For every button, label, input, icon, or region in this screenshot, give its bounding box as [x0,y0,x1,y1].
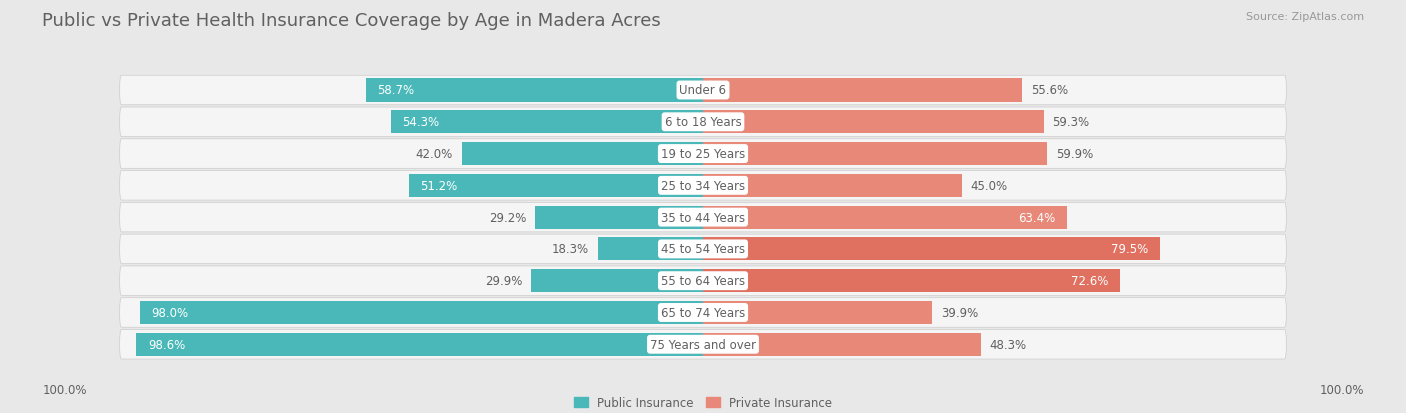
Text: 58.7%: 58.7% [377,84,415,97]
Bar [136,333,703,356]
Bar [703,206,1067,229]
Bar [139,301,703,324]
Text: 55 to 64 Years: 55 to 64 Years [661,275,745,287]
Text: 59.3%: 59.3% [1052,116,1090,129]
Text: 29.2%: 29.2% [489,211,527,224]
Text: 39.9%: 39.9% [941,306,979,319]
Bar [703,142,1047,166]
FancyBboxPatch shape [120,140,1286,169]
Bar [703,111,1043,134]
Bar [391,111,703,134]
FancyBboxPatch shape [120,76,1286,105]
Text: 75 Years and over: 75 Years and over [650,338,756,351]
FancyBboxPatch shape [120,298,1286,328]
FancyBboxPatch shape [120,235,1286,264]
Text: 65 to 74 Years: 65 to 74 Years [661,306,745,319]
Text: 54.3%: 54.3% [402,116,440,129]
FancyBboxPatch shape [120,203,1286,233]
Text: 35 to 44 Years: 35 to 44 Years [661,211,745,224]
Text: 79.5%: 79.5% [1111,243,1149,256]
FancyBboxPatch shape [120,171,1286,201]
Bar [703,174,962,197]
FancyBboxPatch shape [120,330,1286,359]
Text: 45 to 54 Years: 45 to 54 Years [661,243,745,256]
Text: 45.0%: 45.0% [970,179,1007,192]
FancyBboxPatch shape [120,266,1286,296]
Text: 100.0%: 100.0% [1319,384,1364,396]
Bar [703,301,932,324]
Text: 98.6%: 98.6% [148,338,186,351]
Text: 98.0%: 98.0% [152,306,188,319]
Text: 59.9%: 59.9% [1056,148,1092,161]
Bar [536,206,703,229]
Text: 42.0%: 42.0% [416,148,453,161]
Text: 25 to 34 Years: 25 to 34 Years [661,179,745,192]
Text: 72.6%: 72.6% [1071,275,1109,287]
Text: 51.2%: 51.2% [420,179,457,192]
Text: Under 6: Under 6 [679,84,727,97]
Bar [531,270,703,292]
Text: 63.4%: 63.4% [1018,211,1056,224]
Text: 19 to 25 Years: 19 to 25 Years [661,148,745,161]
Text: 29.9%: 29.9% [485,275,523,287]
Text: 6 to 18 Years: 6 to 18 Years [665,116,741,129]
Text: 18.3%: 18.3% [553,243,589,256]
Bar [703,238,1160,261]
Bar [409,174,703,197]
Bar [598,238,703,261]
Bar [703,333,980,356]
Bar [461,142,703,166]
Text: Source: ZipAtlas.com: Source: ZipAtlas.com [1246,12,1364,22]
Legend: Public Insurance, Private Insurance: Public Insurance, Private Insurance [569,392,837,413]
Bar [703,79,1022,102]
Bar [703,270,1121,292]
Text: Public vs Private Health Insurance Coverage by Age in Madera Acres: Public vs Private Health Insurance Cover… [42,12,661,30]
Text: 100.0%: 100.0% [42,384,87,396]
Bar [366,79,703,102]
FancyBboxPatch shape [120,108,1286,137]
Text: 55.6%: 55.6% [1031,84,1069,97]
Text: 48.3%: 48.3% [990,338,1026,351]
